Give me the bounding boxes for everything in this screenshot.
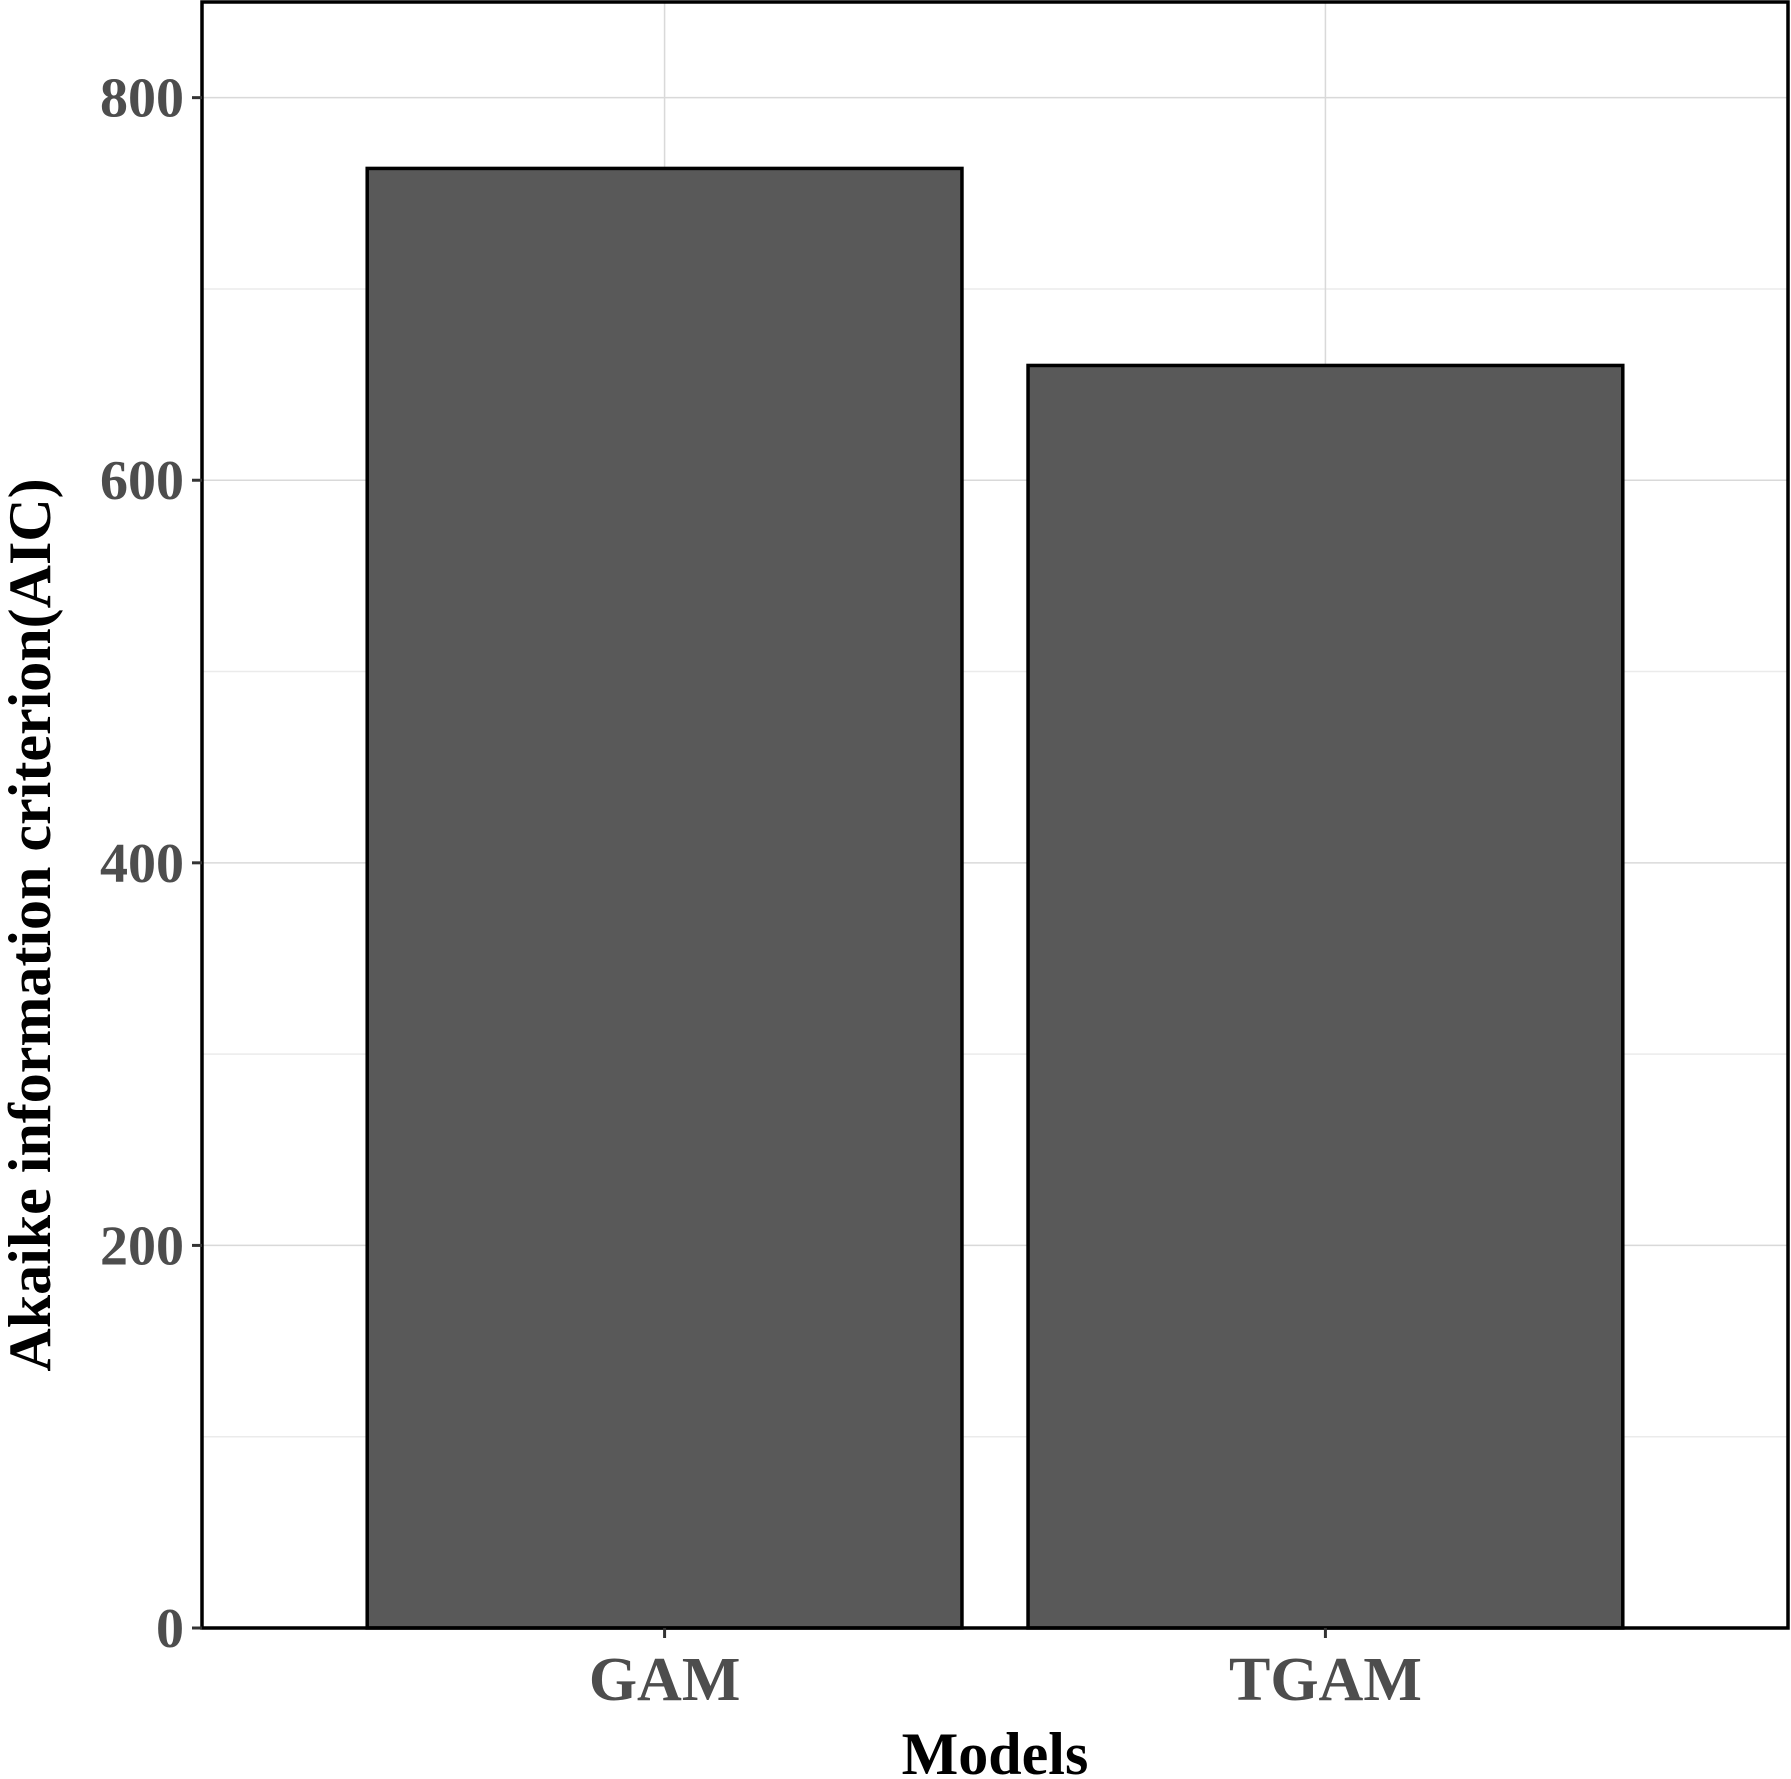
y-tick-label: 200 [100, 1215, 184, 1277]
x-axis: GAM TGAM [589, 1628, 1422, 1714]
y-tick-label: 600 [100, 450, 184, 512]
bar-gam [365, 166, 964, 1630]
bar-tgam [1026, 363, 1625, 1630]
x-tick-label: TGAM [1229, 1646, 1422, 1714]
y-tick-label: 800 [100, 68, 184, 130]
x-axis-title: Models [902, 1721, 1089, 1779]
y-axis-title: Akaike information criterion(AIC) [0, 478, 63, 1371]
bars-layer [365, 166, 1625, 1630]
y-axis: 0 200 400 600 800 [100, 68, 202, 1660]
panel-border [200, 0, 1790, 1630]
y-tick-label: 400 [100, 833, 184, 895]
y-tick-label: 0 [156, 1598, 184, 1660]
x-tick-label: GAM [589, 1646, 741, 1714]
